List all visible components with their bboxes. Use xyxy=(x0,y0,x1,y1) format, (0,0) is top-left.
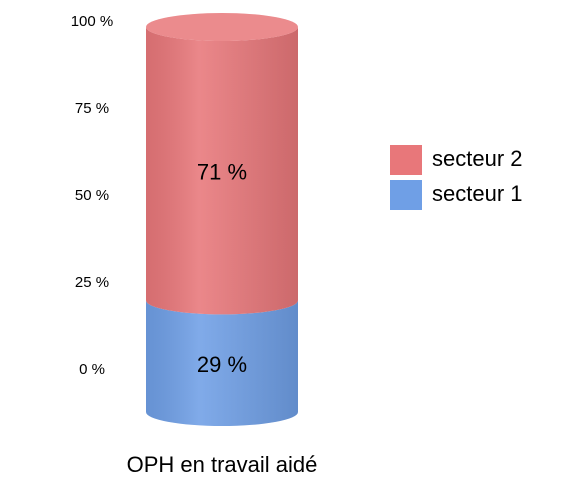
bar-top xyxy=(146,13,298,41)
bar-shading xyxy=(146,300,298,426)
legend-label: secteur 2 xyxy=(432,146,523,171)
bar-top-highlight xyxy=(146,13,298,41)
legend-swatch xyxy=(390,180,422,210)
y-tick-label: 100 % xyxy=(71,13,114,30)
y-tick-label: 50 % xyxy=(75,187,109,204)
legend-label: secteur 1 xyxy=(432,181,523,206)
value-label: 71 % xyxy=(197,159,247,184)
y-tick-label: 25 % xyxy=(75,274,109,291)
y-tick-label: 0 % xyxy=(79,361,105,378)
y-tick-label: 75 % xyxy=(75,100,109,117)
legend-swatch xyxy=(390,145,422,175)
bar-shading xyxy=(146,27,298,315)
value-label: 29 % xyxy=(197,352,247,377)
x-tick-label: OPH en travail aidé xyxy=(127,452,318,477)
